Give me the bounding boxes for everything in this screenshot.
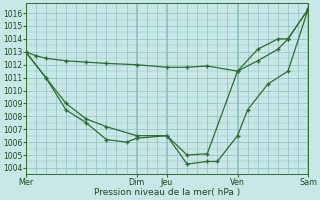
X-axis label: Pression niveau de la mer( hPa ): Pression niveau de la mer( hPa ): [94, 188, 240, 197]
